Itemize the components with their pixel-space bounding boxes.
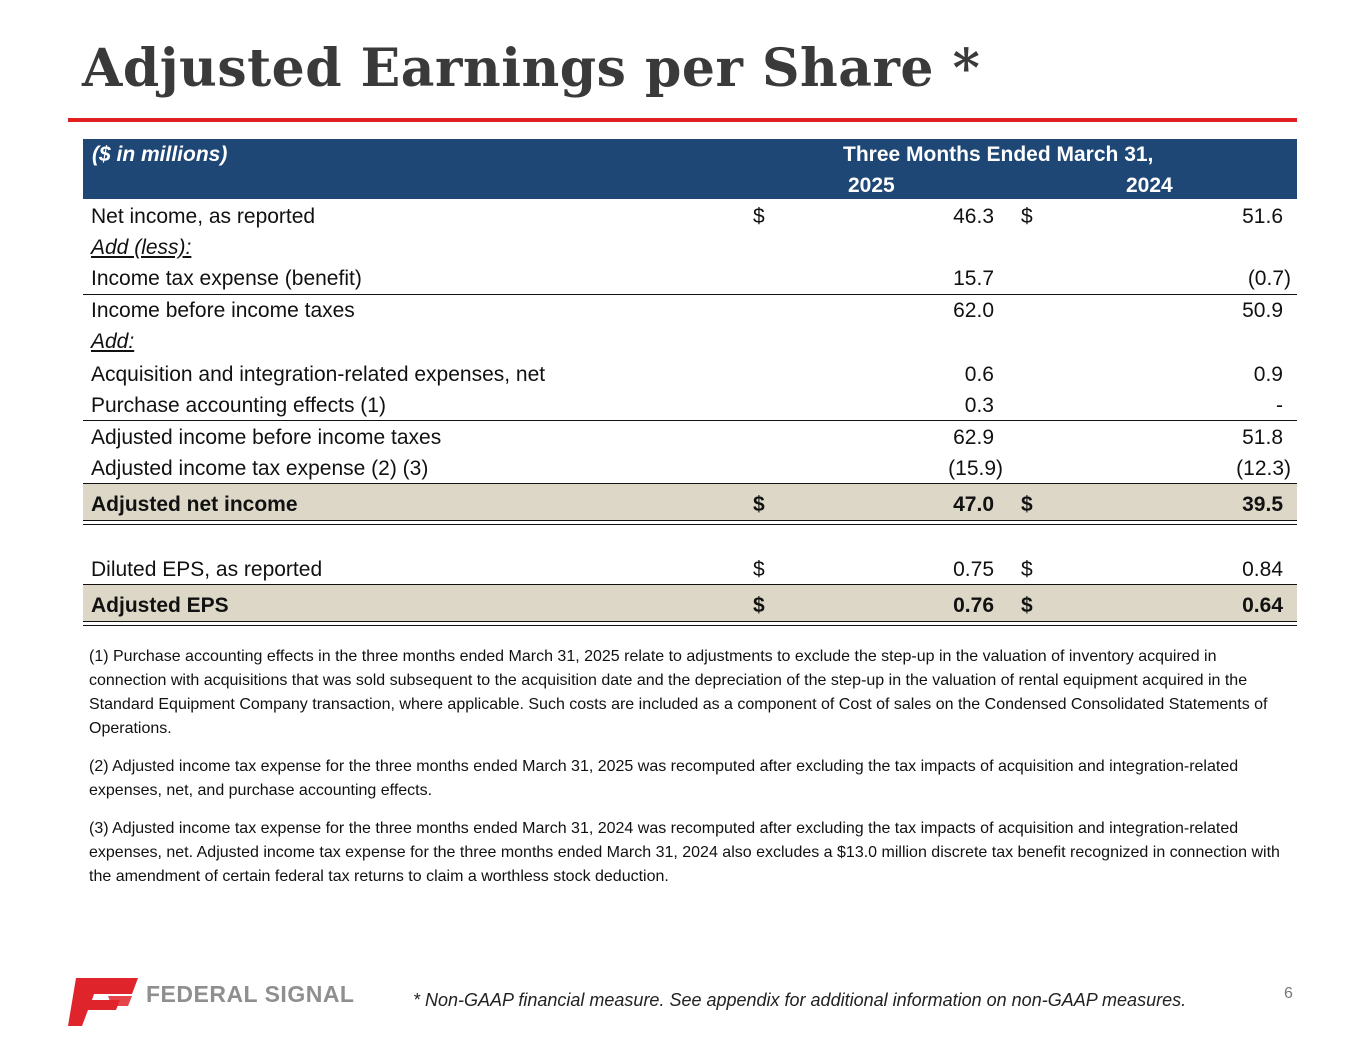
currency-symbol: $ <box>753 205 765 228</box>
currency-symbol: $ <box>1021 594 1033 617</box>
title-divider <box>68 118 1297 122</box>
adjusted-net-income-row: Adjusted net income $ 47.0 $ 39.5 <box>83 484 1297 520</box>
subtotal-rule <box>83 294 1297 295</box>
currency-symbol: $ <box>753 558 765 581</box>
value-2025: 46.3 <box>953 205 994 228</box>
year-2024-header: 2024 <box>1126 174 1173 197</box>
currency-symbol: $ <box>1021 493 1033 516</box>
value-2025: 15.7 <box>953 267 994 290</box>
value-2024: 0.9 <box>1253 363 1283 386</box>
currency-symbol: $ <box>753 594 765 617</box>
table-row: Add: <box>83 326 1297 357</box>
footnote-1: (1) Purchase accounting effects in the t… <box>89 648 1268 737</box>
period-label: Three Months Ended March 31, <box>843 143 1154 166</box>
value-2025: 0.75 <box>953 558 994 581</box>
row-label: Net income, as reported <box>91 205 316 228</box>
value-2025: 0.6 <box>964 363 994 386</box>
row-label: Purchase accounting effects (1) <box>91 394 386 417</box>
value-2024: 0.64 <box>1242 594 1283 617</box>
currency-symbol: $ <box>1021 205 1033 228</box>
value-2025: 62.0 <box>953 299 994 322</box>
year-2025-header: 2025 <box>848 174 895 197</box>
value-2025: 47.0 <box>953 493 994 516</box>
table-row: Income tax expense (benefit) 15.7 (0.7) <box>83 263 1297 294</box>
row-label: Income tax expense (benefit) <box>91 267 362 290</box>
row-label: Adjusted income before income taxes <box>91 426 442 449</box>
subtotal-rule <box>83 483 1297 484</box>
table-row: Diluted EPS, as reported $ 0.75 $ 0.84 <box>83 554 1297 585</box>
value-2025: (15.9) <box>948 457 1003 480</box>
page-title: Adjusted Earnings per Share * <box>82 38 981 99</box>
total-double-rule <box>83 520 1297 525</box>
row-label: Add: <box>91 330 135 353</box>
row-label: Adjusted EPS <box>91 594 229 617</box>
row-label: Add (less): <box>91 236 192 259</box>
unit-label: ($ in millions) <box>92 143 228 166</box>
value-2024: 51.6 <box>1242 205 1283 228</box>
table-row: Purchase accounting effects (1) 0.3 - <box>83 390 1297 421</box>
row-label: Adjusted net income <box>91 493 298 516</box>
adjusted-eps-row: Adjusted EPS $ 0.76 $ 0.64 <box>83 585 1297 621</box>
total-double-rule <box>83 621 1297 626</box>
footnote-3: (3) Adjusted income tax expense for the … <box>89 820 1280 885</box>
value-2024: 51.8 <box>1242 426 1283 449</box>
row-label: Income before income taxes <box>91 299 355 322</box>
row-label: Acquisition and integration-related expe… <box>91 363 546 386</box>
subtotal-rule <box>83 584 1297 585</box>
value-2024: (12.3) <box>1236 457 1291 480</box>
value-2024: 39.5 <box>1242 493 1283 516</box>
subtotal-rule <box>83 420 1297 421</box>
table-row: Acquisition and integration-related expe… <box>83 359 1297 390</box>
value-2024: 0.84 <box>1242 558 1283 581</box>
non-gaap-disclaimer: * Non-GAAP financial measure. See append… <box>413 990 1187 1010</box>
footnote-2: (2) Adjusted income tax expense for the … <box>89 758 1239 799</box>
table-row: Net income, as reported $ 46.3 $ 51.6 <box>83 201 1297 232</box>
table-row: Add (less): <box>83 232 1297 263</box>
value-2024: 50.9 <box>1242 299 1283 322</box>
currency-symbol: $ <box>1021 558 1033 581</box>
table-row: Income before income taxes 62.0 50.9 <box>83 295 1297 326</box>
value-2025: 62.9 <box>953 426 994 449</box>
value-2024: - <box>1276 394 1283 417</box>
value-2025: 0.76 <box>953 594 994 617</box>
row-label: Diluted EPS, as reported <box>91 558 323 581</box>
row-label: Adjusted income tax expense (2) (3) <box>91 457 429 480</box>
currency-symbol: $ <box>753 493 765 516</box>
federal-signal-logo <box>68 972 353 1028</box>
table-header: ($ in millions) Three Months Ended March… <box>83 139 1297 199</box>
table-row: Adjusted income before income taxes 62.9… <box>83 422 1297 453</box>
logo-wordmark: FEDERAL SIGNAL <box>146 981 355 1007</box>
page-number: 6 <box>1284 985 1293 1002</box>
value-2025: 0.3 <box>964 394 994 417</box>
value-2024: (0.7) <box>1247 267 1291 290</box>
table-row: Adjusted income tax expense (2) (3) (15.… <box>83 453 1297 484</box>
